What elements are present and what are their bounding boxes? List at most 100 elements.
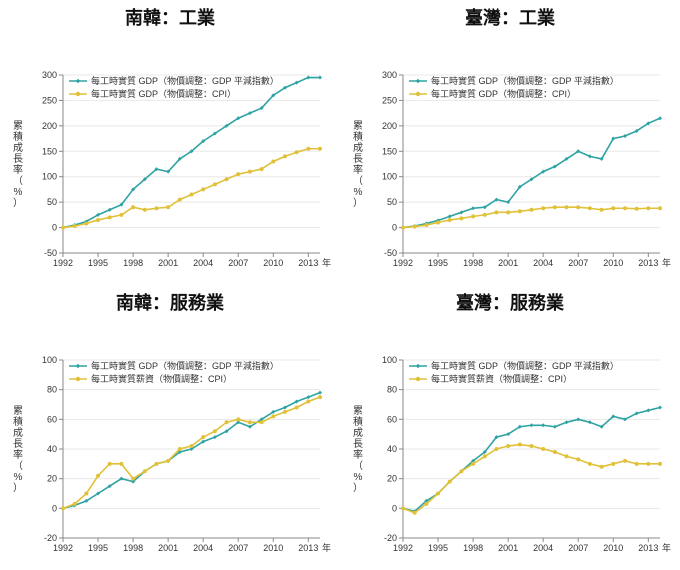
x-unit-label: 年 (322, 257, 331, 268)
series-marker-cpi (178, 198, 182, 202)
panel-title: 臺灣：服務業 (348, 289, 672, 315)
series-marker-gdp (553, 425, 557, 429)
y-tick-label: 0 (52, 503, 57, 513)
series-marker-cpi (401, 226, 405, 230)
svg-text:累: 累 (353, 405, 363, 417)
x-tick-label: 1998 (463, 258, 483, 268)
series-marker-cpi (213, 182, 217, 186)
series-marker-cpi (318, 147, 322, 151)
series-marker-cpi (413, 511, 417, 515)
y-tick-label: -50 (384, 248, 397, 258)
series-marker-cpi (119, 213, 123, 217)
series-marker-cpi (178, 447, 182, 451)
x-unit-label: 年 (662, 542, 671, 553)
chart-sk-industry: -500501001502002503001992199519982001200… (8, 30, 332, 275)
series-marker-cpi (483, 454, 487, 458)
svg-text:）: ） (13, 482, 23, 494)
svg-text:（: （ (353, 175, 363, 187)
y-tick-label: 100 (382, 172, 397, 182)
y-axis-label: 累積成長率（%） (13, 120, 23, 209)
series-marker-cpi (576, 205, 580, 209)
svg-text:率: 率 (13, 448, 23, 461)
legend-label-gdp: 每工時實質 GDP（物價調整：GDP 平減指數） (91, 360, 279, 371)
series-marker-cpi (271, 414, 275, 418)
series-marker-cpi (635, 462, 639, 466)
y-tick-label: 50 (387, 197, 397, 207)
x-tick-label: 2010 (263, 543, 283, 553)
x-tick-label: 1995 (88, 258, 108, 268)
svg-text:率: 率 (353, 448, 363, 461)
x-tick-label: 2007 (568, 258, 588, 268)
x-tick-label: 1992 (393, 258, 413, 268)
series-marker-cpi (96, 218, 100, 222)
series-line-cpi (63, 149, 320, 228)
svg-text:率: 率 (13, 163, 23, 176)
y-tick-label: 200 (382, 121, 397, 131)
series-marker-cpi (108, 215, 112, 219)
svg-text:成: 成 (353, 142, 363, 154)
x-tick-label: 2010 (263, 258, 283, 268)
series-marker-cpi (190, 444, 194, 448)
x-tick-label: 1995 (88, 543, 108, 553)
y-tick-label: 300 (382, 70, 397, 80)
series-marker-cpi (424, 223, 428, 227)
series-marker-cpi (611, 462, 615, 466)
svg-text:率: 率 (353, 163, 363, 176)
legend: 每工時實質 GDP（物價調整：GDP 平減指數）每工時實質薪資（物價調整：CPI… (69, 360, 279, 384)
series-marker-cpi (600, 465, 604, 469)
svg-text:）: ） (353, 482, 363, 494)
series-marker-cpi (213, 429, 217, 433)
svg-text:長: 長 (13, 438, 23, 450)
series-marker-cpi (190, 193, 194, 197)
series-marker-cpi (530, 444, 534, 448)
series-marker-cpi (131, 205, 135, 209)
svg-text:積: 積 (353, 415, 363, 428)
svg-text:成: 成 (353, 427, 363, 439)
series-marker-cpi (553, 205, 557, 209)
series-line-gdp (403, 407, 660, 511)
series-marker-cpi (541, 206, 545, 210)
svg-text:）: ） (353, 197, 363, 209)
y-axis-label: 累積成長率（%） (353, 405, 363, 494)
series-marker-cpi (143, 208, 147, 212)
x-tick-label: 2007 (228, 543, 248, 553)
svg-text:長: 長 (353, 438, 363, 450)
y-tick-label: 80 (47, 385, 57, 395)
series-marker-cpi (530, 208, 534, 212)
svg-text:%: % (354, 472, 363, 483)
series-marker-cpi (201, 187, 205, 191)
series-marker-cpi (646, 462, 650, 466)
chart-sk-services: -200204060801001992199519982001200420072… (8, 315, 332, 560)
x-tick-label: 2013 (298, 258, 318, 268)
x-tick-label: 2007 (228, 258, 248, 268)
panel-sk-industry: 南韓：工業-5005010015020025030019921995199820… (0, 0, 340, 285)
x-unit-label: 年 (662, 257, 671, 268)
x-tick-label: 2010 (603, 543, 623, 553)
series-marker-gdp (530, 423, 534, 427)
svg-text:成: 成 (13, 142, 23, 154)
x-tick-label: 2007 (568, 543, 588, 553)
series-marker-gdp (541, 423, 545, 427)
series-marker-gdp (576, 417, 580, 421)
x-tick-label: 2013 (638, 258, 658, 268)
series-marker-cpi (225, 177, 229, 181)
panel-title: 臺灣：工業 (348, 4, 672, 30)
series-marker-cpi (131, 477, 135, 481)
legend-label-gdp: 每工時實質 GDP（物價調整：GDP 平減指數） (91, 75, 279, 86)
series-marker-cpi (236, 172, 240, 176)
series-marker-gdp (318, 76, 322, 80)
series-marker-cpi (541, 447, 545, 451)
series-marker-cpi (260, 167, 264, 171)
series-marker-cpi (166, 459, 170, 463)
x-tick-label: 2004 (193, 543, 213, 553)
chart-tw-services: -200204060801001992199519982001200420072… (348, 315, 672, 560)
y-tick-label: 250 (382, 95, 397, 105)
series-marker-cpi (318, 395, 322, 399)
y-tick-label: 50 (47, 197, 57, 207)
legend-label-cpi: 每工時實質 GDP（物價調整：CPI） (91, 88, 236, 99)
legend-label-cpi: 每工時實質 GDP（物價調整：CPI） (431, 88, 576, 99)
series-marker-gdp (448, 214, 452, 218)
svg-text:累: 累 (13, 405, 23, 417)
series-marker-cpi (565, 454, 569, 458)
x-tick-label: 2013 (638, 543, 658, 553)
